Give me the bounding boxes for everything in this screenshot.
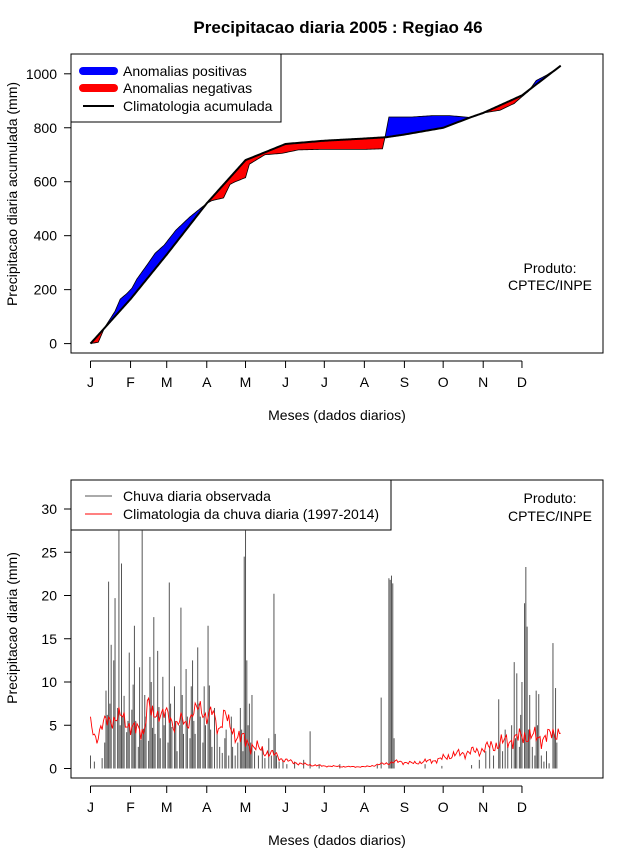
x-tick-label: M <box>161 374 173 390</box>
legend-label-climatology: Climatologia acumulada <box>123 98 273 114</box>
y-tick-label: 600 <box>34 174 58 190</box>
daily-chart: 0 5 10 15 20 25 30 J F M A M J J A S O N D Precipitacao d… <box>4 479 604 848</box>
x-tick-label: J <box>321 374 328 390</box>
x-tick-label: O <box>438 374 449 390</box>
y-tick-label: 800 <box>34 120 58 136</box>
y-tick-label: 15 <box>41 631 57 647</box>
x-tick-label: A <box>202 799 212 815</box>
x-tick-label: O <box>438 799 449 815</box>
y-tick-label: 0 <box>49 336 57 352</box>
x-tick-label: D <box>517 799 527 815</box>
x-tick-label: M <box>240 799 252 815</box>
y-tick-label: 0 <box>49 761 57 777</box>
x-tick-label: F <box>126 374 135 390</box>
y-tick-label: 10 <box>41 674 57 690</box>
climatology-cumulative-line <box>89 64 562 345</box>
y-tick-label: 20 <box>41 588 57 604</box>
credit-org-bottom: CPTEC/INPE <box>508 508 592 524</box>
x-tick-label: J <box>282 374 289 390</box>
y-axis-bottom: 0 5 10 15 20 25 30 <box>41 501 72 777</box>
climatology-daily-line <box>90 696 561 768</box>
x-tick-label: A <box>360 374 370 390</box>
x-axis-label-top: Meses (dados diarios) <box>268 407 406 423</box>
credit-org-top: CPTEC/INPE <box>508 277 592 293</box>
x-tick-label: J <box>87 799 94 815</box>
y-tick-label: 400 <box>34 228 58 244</box>
x-tick-label: J <box>87 374 94 390</box>
x-tick-label: N <box>478 799 488 815</box>
chart-title: Precipitacao diaria 2005 : Regiao 46 <box>193 18 482 37</box>
y-tick-label: 5 <box>49 717 57 733</box>
observed-daily-bars <box>90 530 558 769</box>
y-tick-label: 200 <box>34 282 58 298</box>
y-tick-label: 25 <box>41 544 57 560</box>
x-tick-label: J <box>321 799 328 815</box>
y-axis-label-top: Precipitacao diaria acumulada (mm) <box>4 82 20 306</box>
y-tick-label: 1000 <box>26 66 57 82</box>
legend-bottom: Chuva diaria observada Climatologia da c… <box>70 479 392 531</box>
legend-label-positive: Anomalias positivas <box>123 63 247 79</box>
legend-label-negative: Anomalias negativas <box>123 80 252 96</box>
negative-anomaly-area <box>208 137 386 203</box>
credit-label-top: Produto: <box>524 260 577 276</box>
x-tick-label: S <box>400 799 409 815</box>
x-tick-label: A <box>202 374 212 390</box>
cumulative-chart: 0 200 400 600 800 1000 J F M A M J J A S O N D Precipita… <box>4 53 604 423</box>
x-tick-label: F <box>126 799 135 815</box>
legend-label-observed: Chuva diaria observada <box>123 488 271 504</box>
x-axis-label-bottom: Meses (dados diarios) <box>268 832 406 848</box>
y-axis-top: 0 200 400 600 800 1000 <box>26 66 72 352</box>
x-tick-label: S <box>400 374 409 390</box>
y-axis-label-bottom: Precipitacao diaria (mm) <box>4 552 20 704</box>
x-tick-label: N <box>478 374 488 390</box>
y-tick-label: 30 <box>41 501 57 517</box>
legend-top: Anomalias positivas Anomalias negativas … <box>70 53 282 123</box>
x-tick-label: M <box>161 799 173 815</box>
x-tick-label: J <box>282 799 289 815</box>
credit-label-bottom: Produto: <box>524 490 577 506</box>
positive-anomaly-area <box>385 115 471 138</box>
x-tick-label: A <box>360 799 370 815</box>
x-tick-label: D <box>517 374 527 390</box>
x-tick-label: M <box>240 374 252 390</box>
legend-label-daily-climatology: Climatologia da chuva diaria (1997-2014) <box>123 506 379 522</box>
legend-box-bottom <box>70 479 392 531</box>
